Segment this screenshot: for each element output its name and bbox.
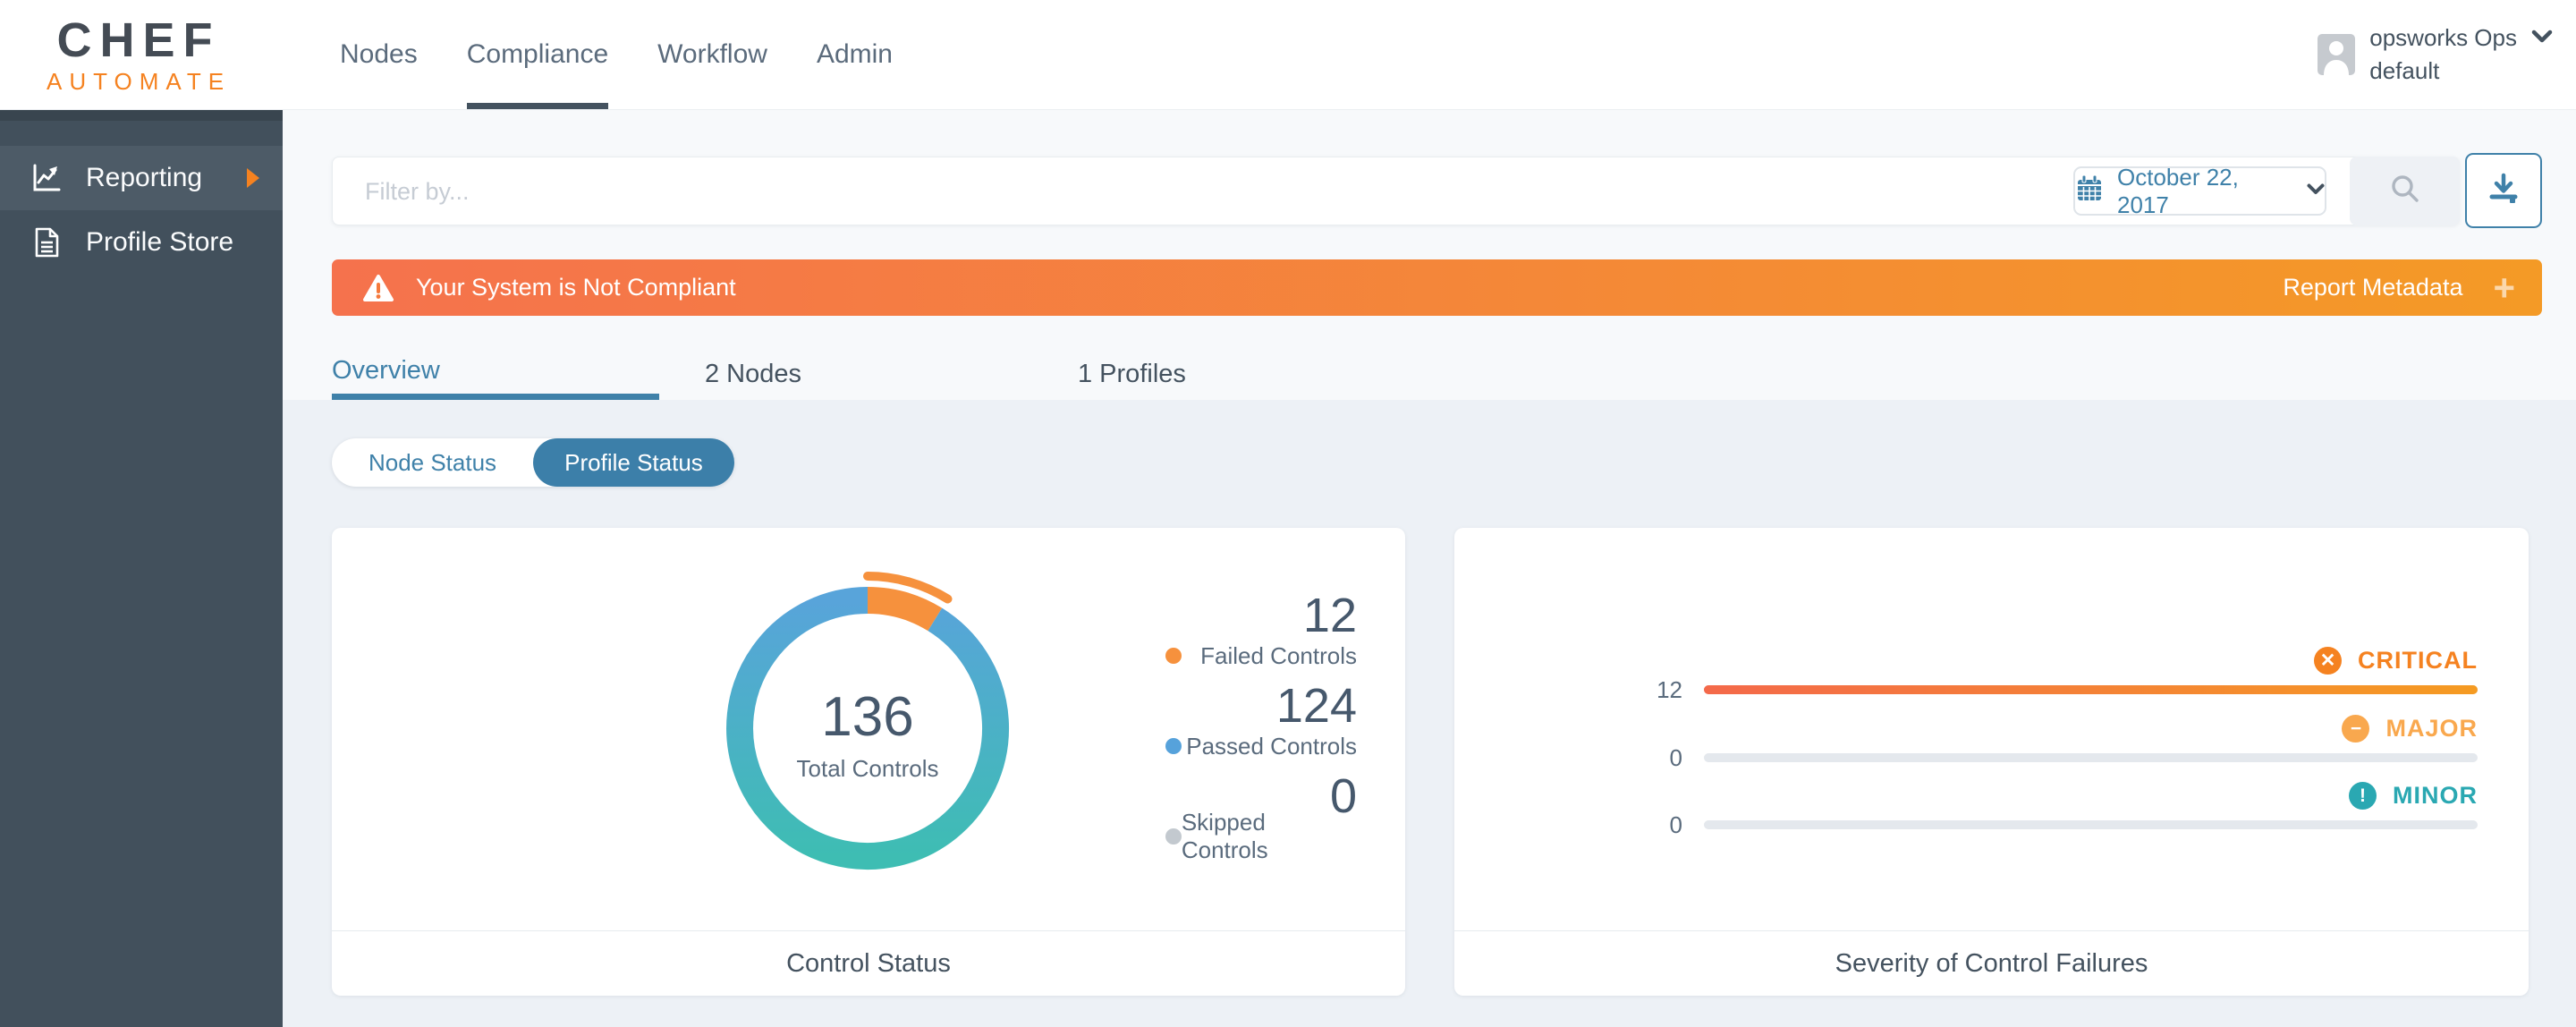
- card-title: Severity of Control Failures: [1454, 930, 2529, 996]
- control-status-legend: 12 Failed Controls 124 Passed Controls 0…: [1165, 590, 1357, 863]
- total-controls-value: 136: [821, 686, 914, 748]
- critical-bar: [1704, 685, 2478, 694]
- nav-item-nodes[interactable]: Nodes: [340, 39, 418, 69]
- tab-nodes[interactable]: 2 Nodes: [705, 359, 802, 388]
- major-bar: [1704, 753, 2478, 762]
- minor-bar: [1704, 820, 2478, 829]
- logo-chef-text: CHEF: [56, 13, 221, 67]
- download-report-button[interactable]: [2465, 153, 2542, 228]
- status-toggle: Node Status Profile Status: [332, 438, 734, 487]
- line-chart-icon: [30, 162, 63, 194]
- tab-profiles[interactable]: 1 Profiles: [1078, 359, 1186, 388]
- document-icon: [30, 226, 63, 259]
- calendar-icon: [2075, 174, 2104, 208]
- sidebar-item-profile-store[interactable]: Profile Store: [0, 210, 283, 275]
- toggle-node-status[interactable]: Node Status: [368, 448, 497, 476]
- search-icon: [2388, 172, 2422, 210]
- user-menu[interactable]: opsworks Ops default: [2318, 0, 2553, 109]
- banner-message: Your System is Not Compliant: [416, 274, 736, 301]
- legend-failed: 12 Failed Controls: [1165, 590, 1357, 669]
- chevron-down-icon: [2531, 30, 2553, 47]
- minor-value: 0: [1669, 811, 1682, 838]
- sidebar-item-label: Reporting: [86, 163, 203, 192]
- date-label: October 22, 2017: [2117, 163, 2239, 218]
- nav-item-admin[interactable]: Admin: [816, 39, 893, 69]
- control-status-donut-chart: [726, 572, 1010, 870]
- main-nav: Nodes Compliance Workflow Admin: [340, 0, 893, 109]
- sidebar-item-reporting[interactable]: Reporting: [0, 146, 283, 210]
- sidebar-item-label: Profile Store: [86, 227, 234, 257]
- skipped-dot-icon: [1165, 828, 1182, 845]
- avatar: [2318, 34, 2356, 75]
- chef-automate-logo[interactable]: CHEF AUTOMATE: [47, 14, 231, 95]
- user-name: opsworks Ops: [2369, 24, 2517, 51]
- major-value: 0: [1669, 744, 1682, 771]
- failed-dot-icon: [1165, 648, 1182, 664]
- expand-arrow-icon: [247, 168, 259, 188]
- user-org: default: [2369, 57, 2440, 84]
- download-icon: [2487, 172, 2521, 210]
- major-minus-icon: −: [2342, 714, 2370, 743]
- severity-legend-major: − MAJOR: [2342, 710, 2478, 746]
- card-title: Control Status: [332, 930, 1405, 996]
- legend-skipped: 0 Skipped Controls: [1165, 771, 1357, 863]
- report-tabs: Overview 2 Nodes 1 Profiles: [332, 348, 1405, 400]
- logo-automate-text: AUTOMATE: [47, 68, 232, 95]
- total-controls-label: Total Controls: [796, 755, 939, 782]
- severity-card: ✕ CRITICAL 12 − MAJOR 0 ! MINOR 0 Severi…: [1454, 528, 2529, 996]
- nav-item-compliance[interactable]: Compliance: [466, 0, 609, 109]
- passed-dot-icon: [1165, 738, 1182, 754]
- toggle-profile-status[interactable]: Profile Status: [533, 438, 734, 487]
- date-picker[interactable]: October 22, 2017: [2073, 163, 2326, 218]
- legend-passed: 124 Passed Controls: [1165, 681, 1357, 760]
- minor-exclamation-icon: !: [2349, 781, 2377, 810]
- sidebar: Reporting Profile Store: [0, 109, 283, 1027]
- tab-overview[interactable]: Overview: [332, 348, 659, 400]
- chevron-down-icon: [2307, 183, 2325, 199]
- severity-legend-critical: ✕ CRITICAL: [2314, 642, 2478, 678]
- warning-triangle-icon: [362, 274, 394, 302]
- compliance-warning-banner: Your System is Not Compliant Report Meta…: [332, 259, 2542, 316]
- critical-x-icon: ✕: [2314, 646, 2343, 675]
- search-button[interactable]: [2350, 157, 2460, 225]
- top-header: CHEF AUTOMATE Nodes Compliance Workflow …: [0, 0, 2576, 110]
- severity-legend-minor: ! MINOR: [2349, 777, 2478, 813]
- filter-input[interactable]: [363, 157, 1977, 226]
- critical-value: 12: [1657, 676, 1682, 703]
- report-metadata-toggle[interactable]: Report Metadata +: [2283, 266, 2515, 309]
- plus-icon: +: [2493, 266, 2515, 309]
- nav-item-workflow[interactable]: Workflow: [657, 39, 767, 69]
- control-status-card: 136 Total Controls 12 Failed Controls 12…: [332, 528, 1405, 996]
- sidebar-top-strip: [0, 109, 283, 121]
